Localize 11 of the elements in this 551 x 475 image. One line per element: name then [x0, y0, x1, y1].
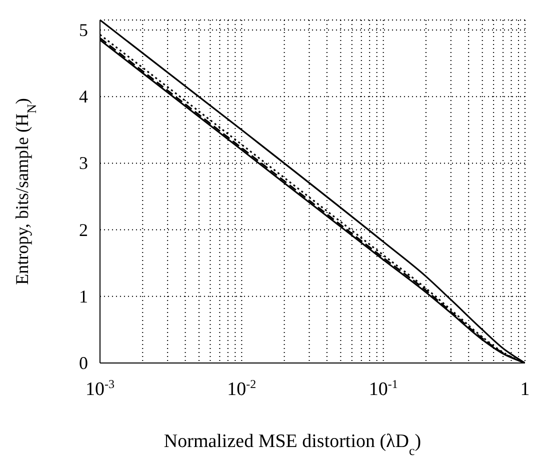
- y-tick-label: 2: [79, 220, 88, 240]
- y-tick-label: 0: [79, 353, 88, 373]
- y-tick-label: 1: [79, 286, 88, 306]
- y-tick-label: 3: [79, 153, 88, 174]
- x-axis-title: Normalized MSE distortion (λD$_{c}$): [164, 431, 422, 458]
- x-tick-label: 10$^{-1}$: [368, 377, 398, 400]
- x-tick-label: 10$^{-3}$: [86, 377, 114, 400]
- x-tick-label: 1: [520, 379, 530, 400]
- x-tick-label: 10$^{-2}$: [227, 377, 256, 400]
- y-tick-label: 5: [79, 20, 88, 40]
- y-tick-label: 4: [79, 86, 88, 107]
